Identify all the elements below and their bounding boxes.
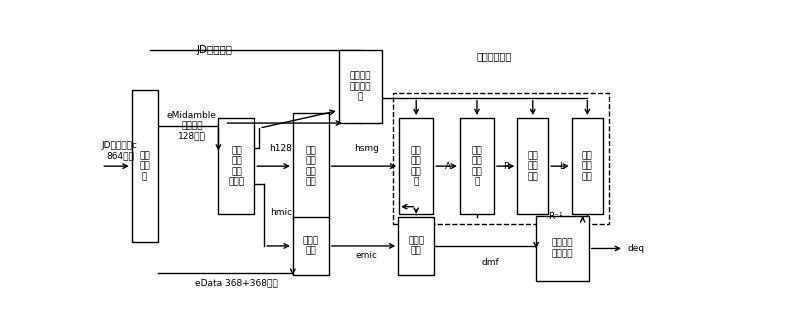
Text: R: R (503, 162, 510, 171)
Text: emic: emic (356, 251, 378, 260)
Bar (218, 118, 254, 214)
Text: 矩阵方程
求解模块: 矩阵方程 求解模块 (552, 239, 574, 258)
Bar (518, 118, 548, 214)
Text: deq: deq (627, 244, 644, 253)
Bar (393, 93, 609, 224)
Text: JD输入信号c
864码片: JD输入信号c 864码片 (102, 141, 138, 161)
Text: JD控制信号: JD控制信号 (196, 45, 232, 55)
Text: dmf: dmf (482, 259, 499, 267)
Text: 矩阵
求逆
模块: 矩阵 求逆 模块 (582, 151, 593, 181)
Bar (399, 118, 434, 214)
Text: L: L (559, 162, 565, 171)
Bar (536, 216, 589, 281)
Text: R⁻¹: R⁻¹ (548, 212, 563, 221)
Text: 数据
分离
器: 数据 分离 器 (139, 151, 150, 181)
Text: hsmg: hsmg (354, 144, 379, 153)
Text: 扩展序列
激活检测
器: 扩展序列 激活检测 器 (350, 71, 371, 101)
Bar (132, 90, 158, 242)
Bar (293, 113, 329, 219)
Text: 矩阵
分解
模块: 矩阵 分解 模块 (527, 151, 538, 181)
Bar (293, 217, 329, 275)
Text: h128: h128 (270, 144, 293, 153)
Text: 激活码道信息: 激活码道信息 (476, 51, 511, 61)
Text: 相关
矩阵
生成
器: 相关 矩阵 生成 器 (471, 146, 482, 186)
Bar (572, 118, 603, 214)
Text: eMidamble
训练序列
128码片: eMidamble 训练序列 128码片 (166, 111, 217, 140)
Text: eData 368+368码片: eData 368+368码片 (195, 278, 278, 287)
Bar (398, 217, 434, 275)
Text: 干扰消
除器: 干扰消 除器 (302, 236, 319, 256)
Text: 信道
冲激
响应
估计器: 信道 冲激 响应 估计器 (228, 146, 245, 186)
Bar (460, 118, 494, 214)
Text: hmic: hmic (270, 208, 292, 217)
Bar (338, 50, 382, 123)
Text: A: A (446, 162, 451, 171)
Text: 系统
矩阵
生成
器: 系统 矩阵 生成 器 (411, 146, 422, 186)
Text: 信道
估计
后处
理器: 信道 估计 后处 理器 (306, 146, 316, 186)
Text: 匹配滤
波器: 匹配滤 波器 (408, 236, 424, 256)
